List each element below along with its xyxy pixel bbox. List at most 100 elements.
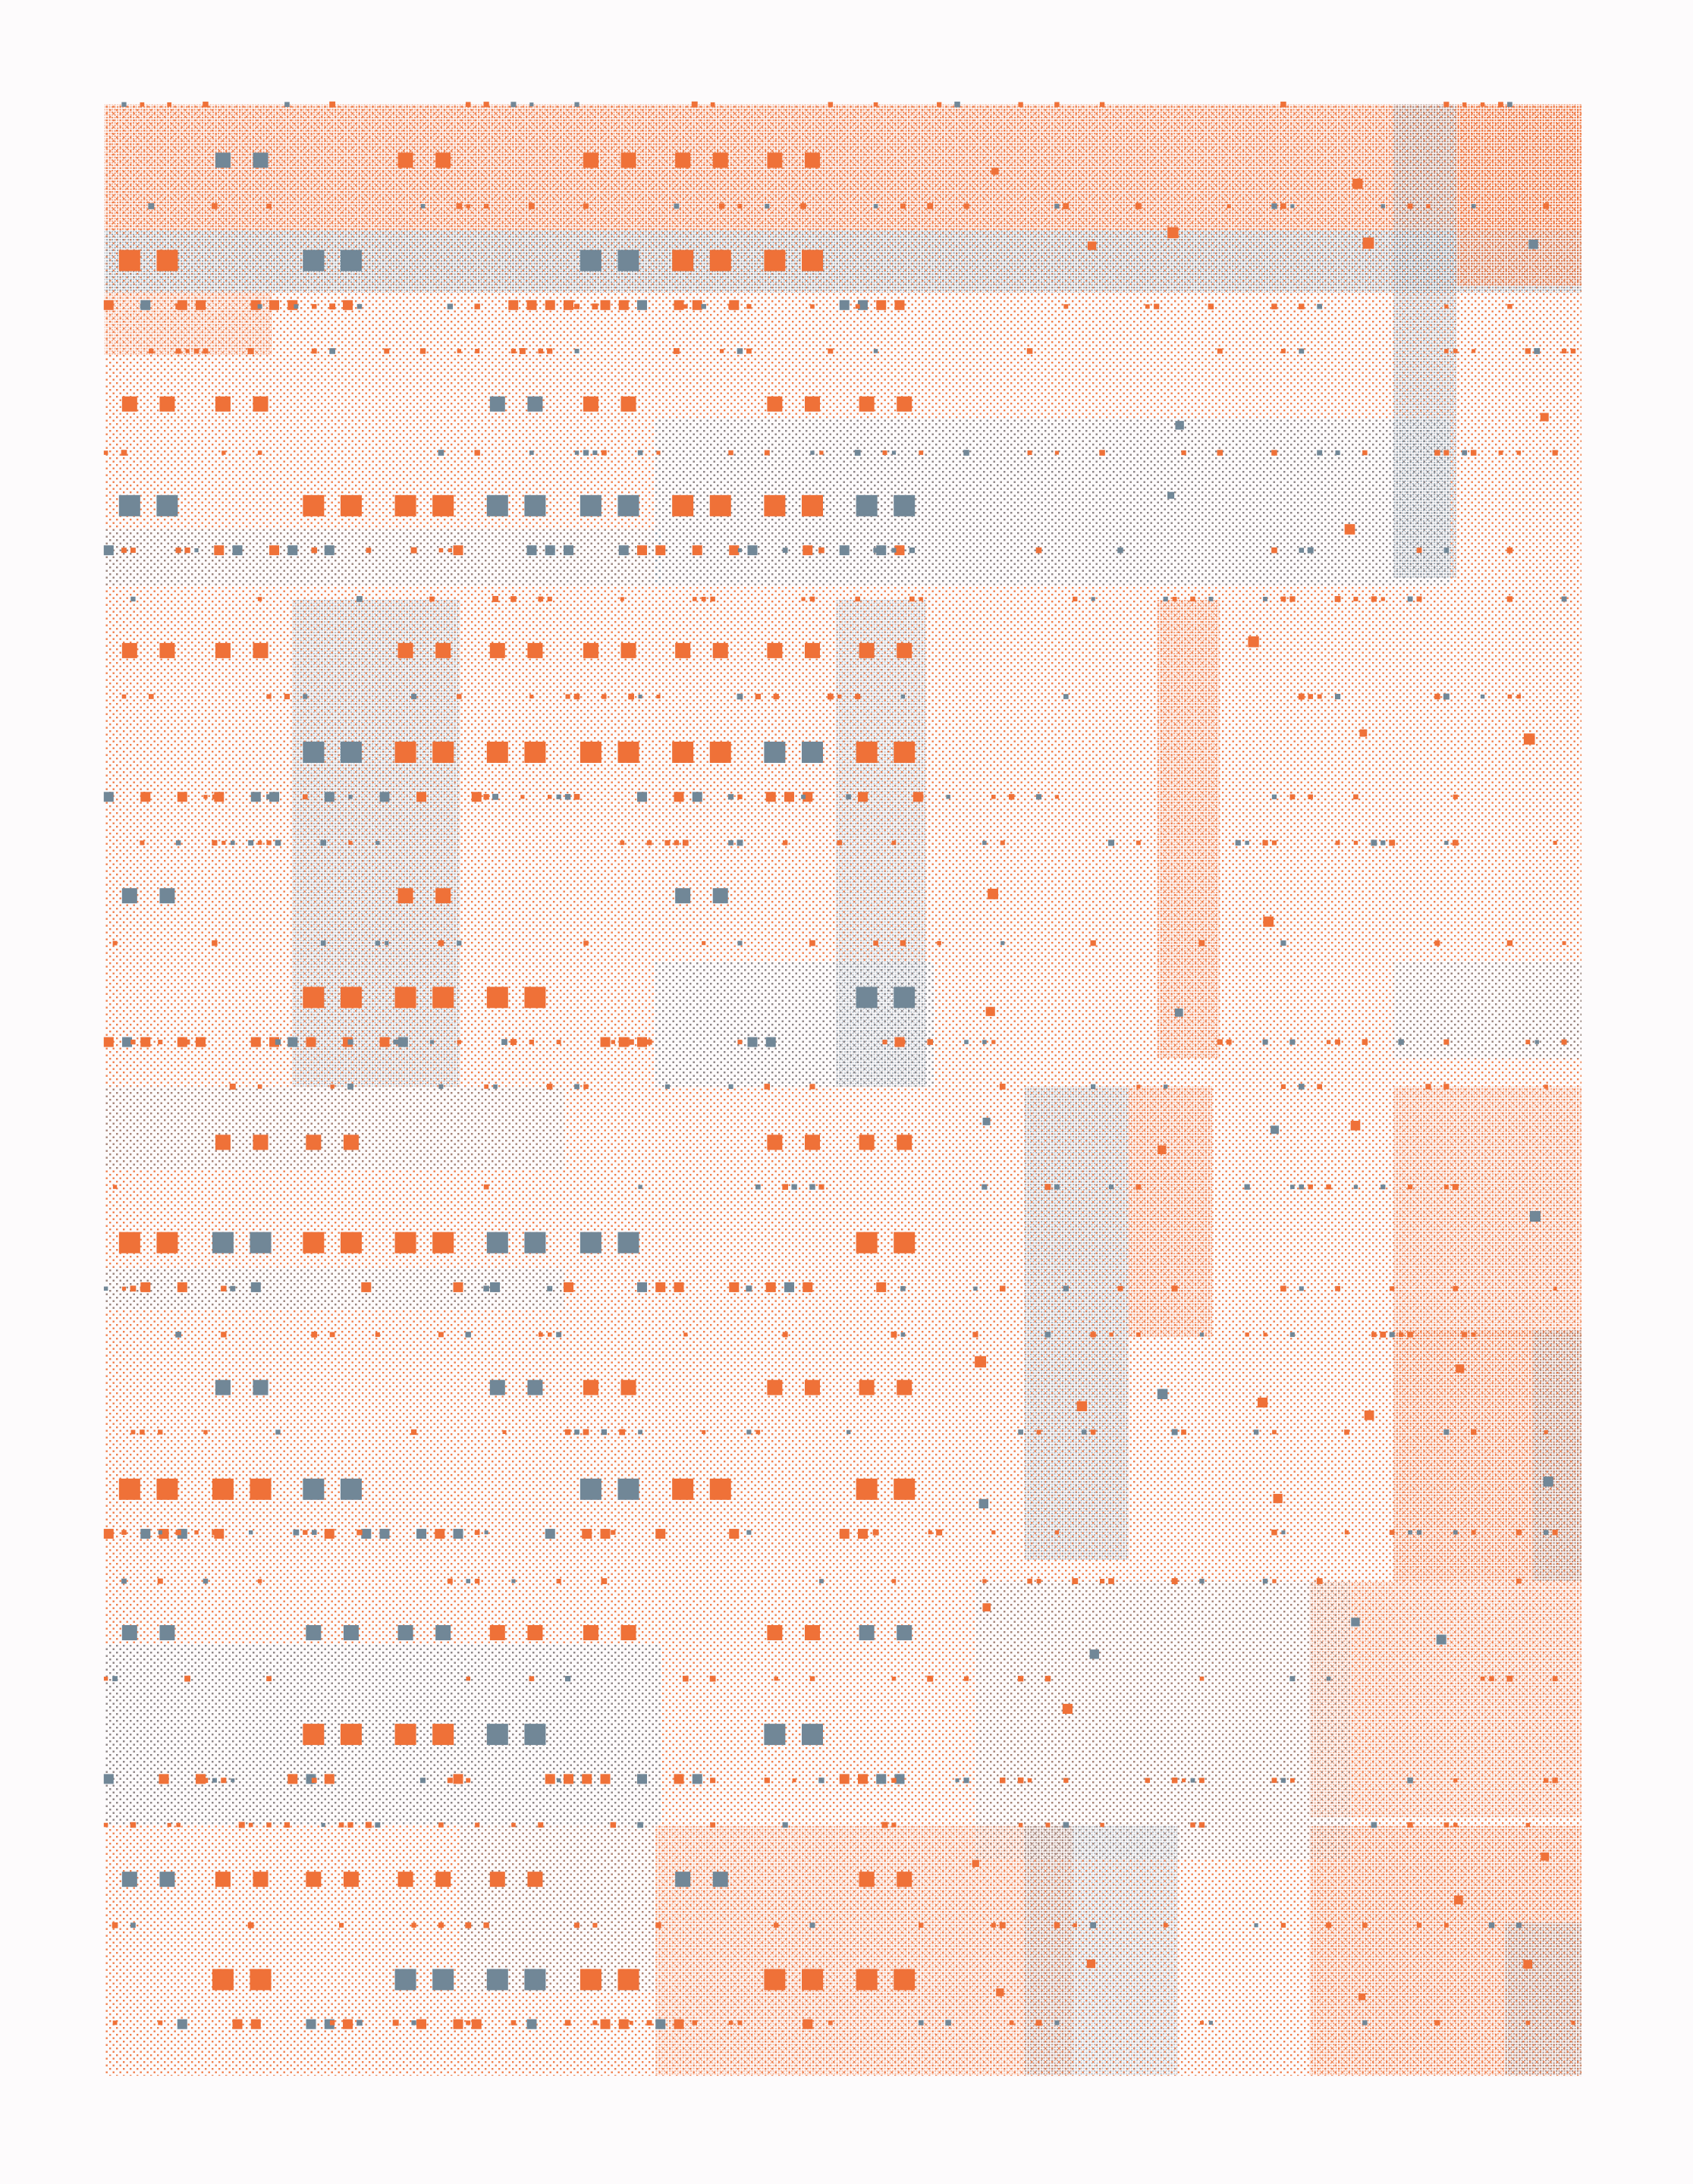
square [628, 1039, 634, 1045]
square [1227, 204, 1231, 209]
square [529, 102, 534, 107]
square [221, 450, 226, 455]
square [637, 547, 644, 554]
square [927, 202, 934, 209]
square [486, 1724, 508, 1746]
square [435, 1625, 451, 1641]
square [909, 596, 915, 602]
square [397, 1037, 408, 1047]
texture-region [1309, 1581, 1582, 1818]
square [121, 450, 127, 456]
square [212, 1478, 234, 1500]
square [231, 1778, 235, 1783]
square [177, 1282, 187, 1292]
square [1136, 1084, 1141, 1089]
square [859, 642, 875, 658]
square [1462, 102, 1467, 107]
square [1523, 1960, 1533, 1969]
square [692, 792, 702, 802]
square [991, 1040, 996, 1044]
square [1561, 1039, 1567, 1045]
square [432, 1969, 454, 1991]
square [1570, 348, 1576, 354]
square [620, 1379, 636, 1395]
square [1208, 303, 1214, 309]
square [574, 1429, 580, 1435]
square [466, 204, 470, 209]
texture-region [104, 1086, 564, 1171]
square [1407, 1185, 1413, 1190]
square [1217, 348, 1223, 354]
square [397, 152, 413, 168]
square [1099, 450, 1105, 456]
square [1009, 794, 1015, 800]
square [656, 694, 661, 699]
square [1109, 1185, 1114, 1190]
square [809, 940, 815, 946]
square [215, 642, 231, 658]
square [1543, 1476, 1553, 1487]
square [284, 1822, 291, 1828]
square [203, 102, 209, 108]
square [510, 596, 517, 602]
square [891, 840, 897, 846]
square [194, 1530, 199, 1535]
square [1290, 1185, 1295, 1189]
square [701, 596, 706, 601]
square [320, 940, 326, 946]
square [357, 2019, 363, 2026]
square [828, 102, 834, 108]
square [611, 1040, 615, 1044]
square [556, 1332, 562, 1338]
square [1198, 940, 1205, 946]
square [103, 300, 114, 310]
square [311, 1778, 317, 1784]
square [764, 1969, 786, 1991]
square [447, 1578, 453, 1584]
square [1271, 794, 1277, 799]
square [894, 1232, 916, 1254]
square [492, 595, 499, 602]
square [453, 1529, 463, 1539]
square [212, 1232, 234, 1254]
square [1571, 2020, 1575, 2025]
square [617, 742, 639, 763]
square [1525, 2020, 1531, 2026]
square [828, 348, 834, 354]
texture-region [1456, 104, 1582, 286]
square [453, 1774, 463, 1784]
square [1009, 2020, 1014, 2026]
square [529, 694, 534, 699]
square [675, 888, 691, 904]
square [747, 545, 758, 556]
square [801, 249, 823, 271]
square [728, 1084, 733, 1089]
square [167, 102, 172, 107]
texture-region [1024, 1825, 1178, 2076]
square [583, 1429, 589, 1436]
square [655, 1922, 661, 1928]
square [538, 1332, 543, 1337]
square [457, 694, 462, 699]
square [672, 742, 694, 763]
square [159, 396, 175, 412]
square [573, 793, 580, 800]
square [397, 1872, 413, 1887]
square [1362, 1922, 1368, 1928]
square [1089, 1649, 1099, 1659]
square [1271, 303, 1277, 309]
square [646, 2019, 652, 2026]
square [546, 1084, 553, 1090]
square [1507, 694, 1512, 699]
square [801, 742, 823, 763]
square [257, 304, 262, 309]
square [954, 102, 960, 108]
square [118, 249, 140, 271]
square [1280, 102, 1286, 108]
square [737, 794, 743, 799]
square [620, 840, 625, 846]
square [121, 888, 137, 904]
square [583, 642, 598, 658]
square [1091, 597, 1095, 601]
